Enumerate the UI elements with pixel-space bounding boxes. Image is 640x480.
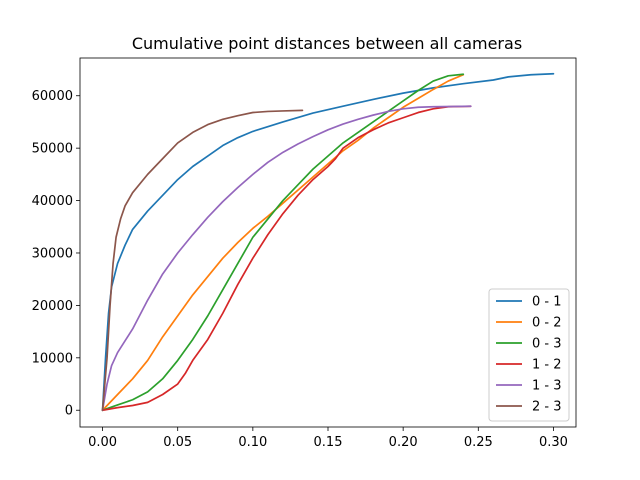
- legend-label: 1 - 3: [532, 379, 562, 394]
- y-tick-label: 0: [65, 404, 73, 419]
- x-tick-label: 0.30: [539, 435, 568, 450]
- x-tick-label: 0.15: [314, 435, 343, 450]
- x-tick-label: 0.25: [464, 435, 493, 450]
- axes-frame: [79, 57, 577, 428]
- series-line-3: [101, 73, 465, 412]
- x-axis: 0.00 0.05 0.10 0.15 0.20 0.25 0.30: [88, 427, 568, 450]
- legend-label: 0 - 2: [532, 316, 562, 331]
- series-line-1: [101, 72, 555, 412]
- y-tick-label: 40000: [32, 194, 73, 209]
- y-tick-label: 10000: [32, 351, 73, 366]
- y-tick-label: 50000: [32, 142, 73, 157]
- x-tick-label: 0.00: [88, 435, 117, 450]
- series-line-6: [101, 109, 304, 412]
- legend: 0 - 1 0 - 2 0 - 3 1 - 2 1 - 3 2 - 3: [488, 288, 570, 422]
- legend-label: 2 - 3: [532, 400, 562, 415]
- x-tick-label: 0.05: [163, 435, 192, 450]
- x-tick-label: 0.10: [238, 435, 267, 450]
- y-tick-label: 20000: [32, 299, 73, 314]
- y-tick-label: 30000: [32, 246, 73, 261]
- legend-label: 0 - 3: [532, 337, 562, 352]
- series-line-4: [101, 105, 472, 412]
- legend-label: 1 - 2: [532, 358, 562, 373]
- y-tick-label: 60000: [32, 89, 73, 104]
- plot-area: [101, 72, 555, 412]
- x-tick-label: 0.20: [389, 435, 418, 450]
- chart-title: Cumulative point distances between all c…: [132, 34, 522, 53]
- legend-label: 0 - 1: [532, 295, 562, 310]
- y-axis: 0 10000 20000 30000 40000 50000 60000: [32, 89, 80, 419]
- series-line-5: [101, 105, 472, 412]
- series-line-2: [101, 73, 465, 412]
